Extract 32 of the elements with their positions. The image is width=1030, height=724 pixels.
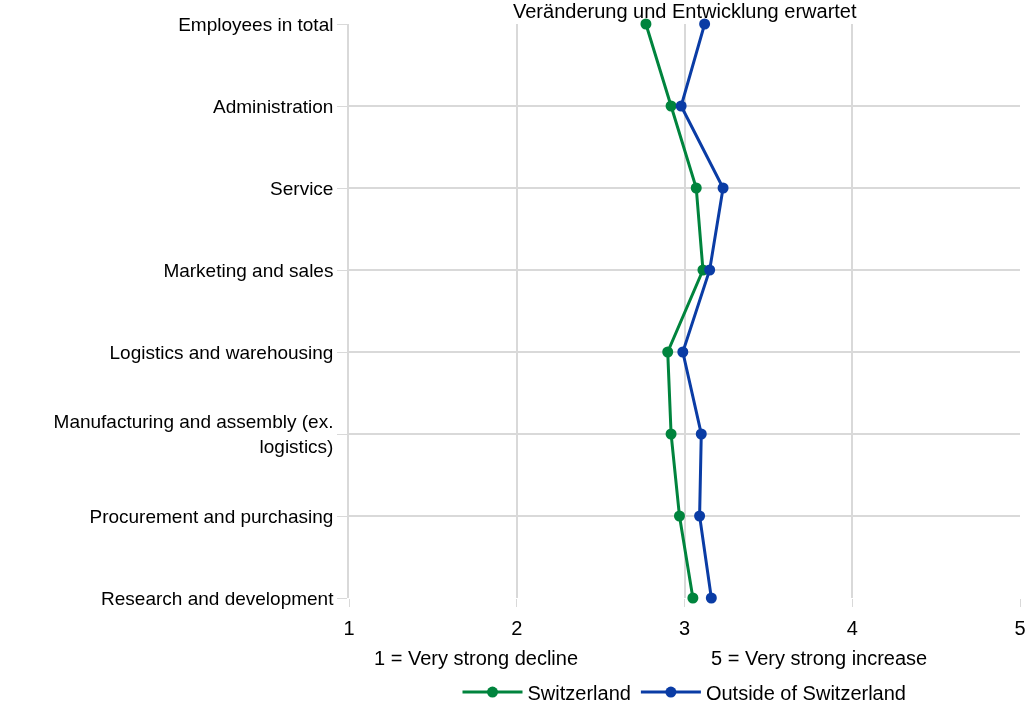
- point: [717, 182, 729, 194]
- y-tick-label: Manufacturing and assembly (ex. logistics): [53, 411, 334, 457]
- point: [694, 510, 706, 522]
- point: [665, 428, 677, 440]
- y-tick-label: Procurement and purchasing: [89, 505, 334, 527]
- y-tick-label: Service: [270, 177, 334, 199]
- y-tick-label: Logistics and warehousing: [109, 341, 334, 363]
- point: [675, 100, 687, 112]
- x-tick-label: 5: [1014, 617, 1026, 639]
- point: [705, 592, 717, 604]
- point: [704, 264, 716, 276]
- y-tick-label: Employees in total: [178, 13, 334, 35]
- point: [690, 182, 702, 194]
- x-tick-label: 2: [511, 617, 523, 639]
- point: [695, 428, 707, 440]
- point: [677, 346, 689, 358]
- text: 1 = Very strong decline: [374, 647, 579, 669]
- y-tick-label: Research and development: [101, 587, 335, 609]
- x-tick-label: 3: [678, 617, 691, 639]
- legend-label: Outside of Switzerland: [705, 681, 906, 704]
- point: [665, 100, 677, 112]
- text: 5 = Very strong increase: [711, 647, 928, 669]
- y-tick-label: Administration: [213, 95, 334, 117]
- point: [687, 592, 699, 604]
- chart-title: Veränderung und Entwicklung erwartet: [513, 0, 857, 22]
- y-tick-label: Marketing and sales: [163, 259, 334, 281]
- x-tick-label: 1: [343, 617, 355, 639]
- point: [662, 346, 674, 358]
- point: [673, 510, 685, 522]
- legend-label: Switzerland: [527, 681, 631, 704]
- x-tick-label: 4: [846, 617, 858, 639]
- point: [640, 18, 652, 30]
